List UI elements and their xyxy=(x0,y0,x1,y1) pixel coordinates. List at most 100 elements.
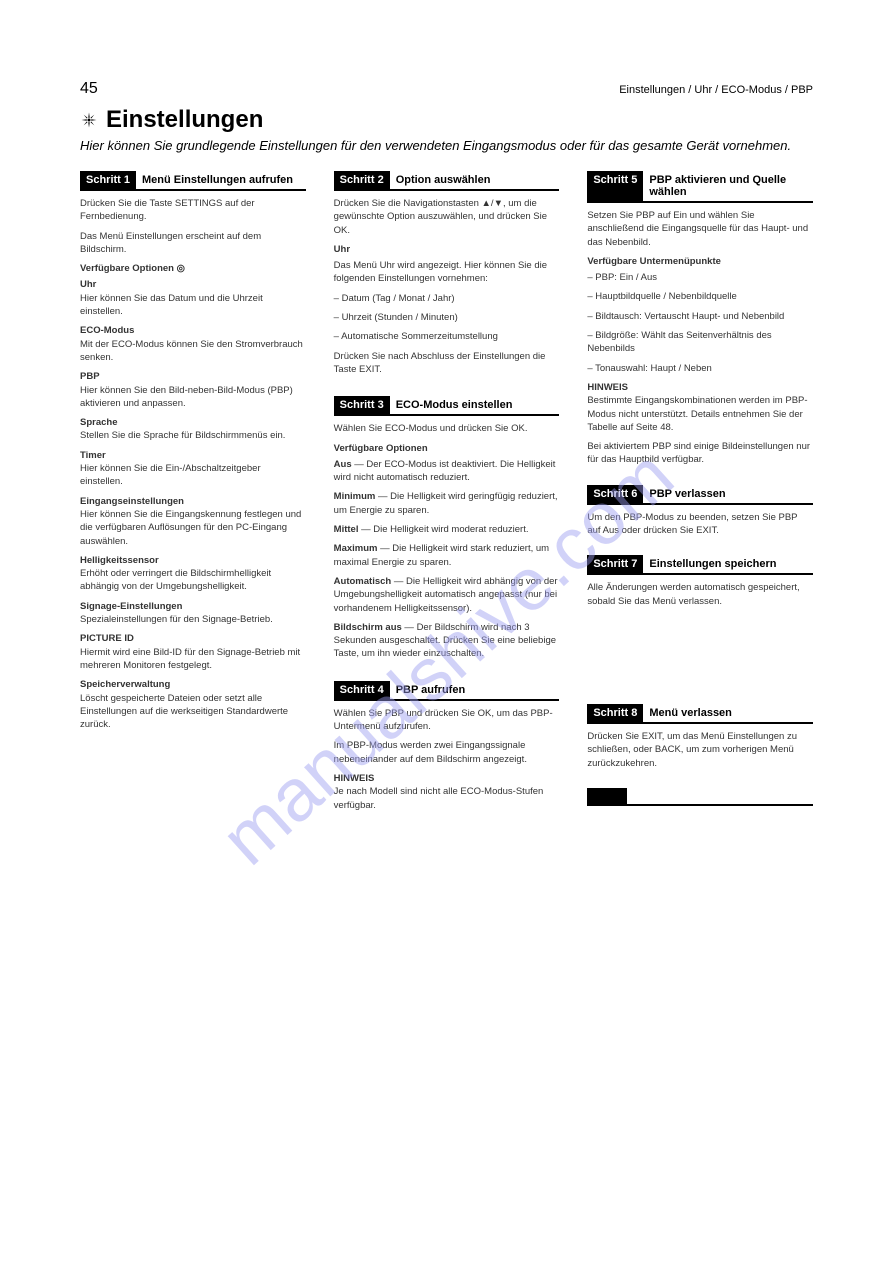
opt-label: Sprache xyxy=(80,417,118,428)
content-columns: Schritt 1 Menü Einstellungen aufrufen Dr… xyxy=(80,171,813,818)
asterisk-icon xyxy=(80,111,98,129)
subheading: Verfügbare Untermenüpunkte xyxy=(587,255,813,268)
header-section-label: Einstellungen / Uhr / ECO-Modus / PBP xyxy=(619,84,813,96)
step-badge: Schritt 5 xyxy=(587,171,643,201)
opt-desc: Erhöht oder verringert die Bildschirmhel… xyxy=(80,568,271,592)
opt-label: Eingangseinstellungen xyxy=(80,496,184,507)
list-item: – Uhrzeit (Stunden / Minuten) xyxy=(334,311,560,324)
opt-label: ECO-Modus xyxy=(80,325,134,336)
opt-desc: Mit der ECO-Modus können Sie den Stromve… xyxy=(80,339,303,363)
section-6-body: Um den PBP-Modus zu beenden, setzen Sie … xyxy=(587,511,813,538)
section-1-title: Menü Einstellungen aufrufen xyxy=(136,171,293,189)
opt-label: Helligkeitssensor xyxy=(80,555,159,566)
text: Wählen Sie PBP und drücken Sie OK, um da… xyxy=(334,707,560,734)
section-1-header: Schritt 1 Menü Einstellungen aufrufen xyxy=(80,171,306,191)
subheading: Verfügbare Optionen ◎ xyxy=(80,262,306,275)
opt-desc: Der ECO-Modus ist deaktiviert. Die Helli… xyxy=(334,459,556,483)
step-badge: Schritt 7 xyxy=(587,555,643,573)
list-item: – Tonauswahl: Haupt / Neben xyxy=(587,362,813,375)
section-3-header: Schritt 3 ECO-Modus einstellen xyxy=(334,396,560,416)
opt-label: Automatisch xyxy=(334,576,392,587)
section-8-header: Schritt 8 Menü verlassen xyxy=(587,704,813,724)
opt-desc: Spezialeinstellungen für den Signage-Bet… xyxy=(80,614,273,625)
note-text: Bei aktiviertem PBP sind einige Bildeins… xyxy=(587,440,813,467)
text: Setzen Sie PBP auf Ein und wählen Sie an… xyxy=(587,209,813,249)
opt-desc: Die Helligkeit wird moderat reduziert. xyxy=(373,524,528,535)
section-4-body: Wählen Sie PBP und drücken Sie OK, um da… xyxy=(334,707,560,812)
section-4-title: PBP aufrufen xyxy=(390,681,465,699)
text: Wählen Sie ECO-Modus und drücken Sie OK. xyxy=(334,422,560,435)
opt-desc: Stellen Sie die Sprache für Bildschirmme… xyxy=(80,430,285,441)
page-subtitle: Hier können Sie grundlegende Einstellung… xyxy=(80,138,813,153)
opt-label: Bildschirm aus xyxy=(334,622,402,633)
opt-desc: Hier können Sie die Ein-/Abschaltzeitgeb… xyxy=(80,463,261,487)
section-4-header: Schritt 4 PBP aufrufen xyxy=(334,681,560,701)
section-5-header: Schritt 5 PBP aktivieren und Quelle wähl… xyxy=(587,171,813,203)
opt-label: Mittel xyxy=(334,524,359,535)
opt-desc: Löscht gespeicherte Dateien oder setzt a… xyxy=(80,693,288,731)
step-badge: Schritt 1 xyxy=(80,171,136,189)
opt-label: PBP xyxy=(80,371,100,382)
opt-label: Uhr xyxy=(80,279,96,290)
page-header: 45 Einstellungen / Uhr / ECO-Modus / PBP xyxy=(80,80,813,98)
note-text: Je nach Modell sind nicht alle ECO-Modus… xyxy=(334,785,560,812)
section-6-header: Schritt 6 PBP verlassen xyxy=(587,485,813,505)
opt-label: Minimum xyxy=(334,491,376,502)
header-left: 45 xyxy=(80,80,98,98)
list-item: – Hauptbildquelle / Nebenbildquelle xyxy=(587,290,813,303)
opt-desc: Hier können Sie das Datum und die Uhrzei… xyxy=(80,293,263,317)
list-item: – Datum (Tag / Monat / Jahr) xyxy=(334,292,560,305)
step-badge xyxy=(587,788,627,804)
section-8-title: Menü verlassen xyxy=(643,704,732,722)
subheading: Uhr xyxy=(334,243,560,256)
step-badge: Schritt 6 xyxy=(587,485,643,503)
subheading: Verfügbare Optionen xyxy=(334,442,560,455)
note-label: HINWEIS xyxy=(587,382,628,393)
text: Alle Änderungen werden automatisch gespe… xyxy=(587,581,813,608)
section-2-title: Option auswählen xyxy=(390,171,491,189)
section-7-header: Schritt 7 Einstellungen speichern xyxy=(587,555,813,575)
page-number: 45 xyxy=(80,80,98,98)
column-3: Schritt 5 PBP aktivieren und Quelle wähl… xyxy=(587,171,813,818)
text: Drücken Sie nach Abschluss der Einstellu… xyxy=(334,350,560,377)
text: Drücken Sie die Navigationstasten ▲/▼, u… xyxy=(334,197,560,237)
list-item: – Bildgröße: Wählt das Seitenverhältnis … xyxy=(587,329,813,356)
text: Um den PBP-Modus zu beenden, setzen Sie … xyxy=(587,511,813,538)
step-badge: Schritt 4 xyxy=(334,681,390,699)
text: Das Menü Uhr wird angezeigt. Hier können… xyxy=(334,259,560,286)
opt-label: PICTURE ID xyxy=(80,633,134,644)
section-5-body: Setzen Sie PBP auf Ein und wählen Sie an… xyxy=(587,209,813,467)
section-8-body: Drücken Sie EXIT, um das Menü Einstellun… xyxy=(587,730,813,770)
step-badge: Schritt 8 xyxy=(587,704,643,722)
opt-label: Maximum xyxy=(334,543,378,554)
opt-label: Aus xyxy=(334,459,352,470)
text: Im PBP-Modus werden zwei Eingangssignale… xyxy=(334,739,560,766)
section-5-title: PBP aktivieren und Quelle wählen xyxy=(643,171,813,201)
section-7-title: Einstellungen speichern xyxy=(643,555,776,573)
column-2: Schritt 2 Option auswählen Drücken Sie d… xyxy=(334,171,560,818)
opt-desc: Hiermit wird eine Bild-ID für den Signag… xyxy=(80,647,300,671)
note-text: Bestimmte Eingangskombinationen werden i… xyxy=(587,394,813,434)
step-badge: Schritt 3 xyxy=(334,396,390,414)
section-7-body: Alle Änderungen werden automatisch gespe… xyxy=(587,581,813,608)
section-extra-title xyxy=(627,788,633,804)
section-2-header: Schritt 2 Option auswählen xyxy=(334,171,560,191)
title-row: Einstellungen xyxy=(80,106,813,134)
column-1: Schritt 1 Menü Einstellungen aufrufen Dr… xyxy=(80,171,306,818)
list-item: – Automatische Sommerzeitumstellung xyxy=(334,330,560,343)
page-title: Einstellungen xyxy=(106,106,263,134)
step-badge: Schritt 2 xyxy=(334,171,390,189)
opt-desc: Hier können Sie den Bild-neben-Bild-Modu… xyxy=(80,385,293,409)
opt-desc: Hier können Sie die Eingangskennung fest… xyxy=(80,509,301,547)
page-container: 45 Einstellungen / Uhr / ECO-Modus / PBP… xyxy=(0,0,893,1263)
opt-label: Timer xyxy=(80,450,106,461)
section-6-title: PBP verlassen xyxy=(643,485,725,503)
opt-label: Signage-Einstellungen xyxy=(80,601,182,612)
text: Drücken Sie die Taste SETTINGS auf der F… xyxy=(80,197,306,224)
note-label: HINWEIS xyxy=(334,773,375,784)
opt-label: Speicherverwaltung xyxy=(80,679,170,690)
text: Drücken Sie EXIT, um das Menü Einstellun… xyxy=(587,730,813,770)
section-extra-header xyxy=(587,788,813,806)
section-3-body: Wählen Sie ECO-Modus und drücken Sie OK.… xyxy=(334,422,560,660)
section-1-body: Drücken Sie die Taste SETTINGS auf der F… xyxy=(80,197,306,731)
